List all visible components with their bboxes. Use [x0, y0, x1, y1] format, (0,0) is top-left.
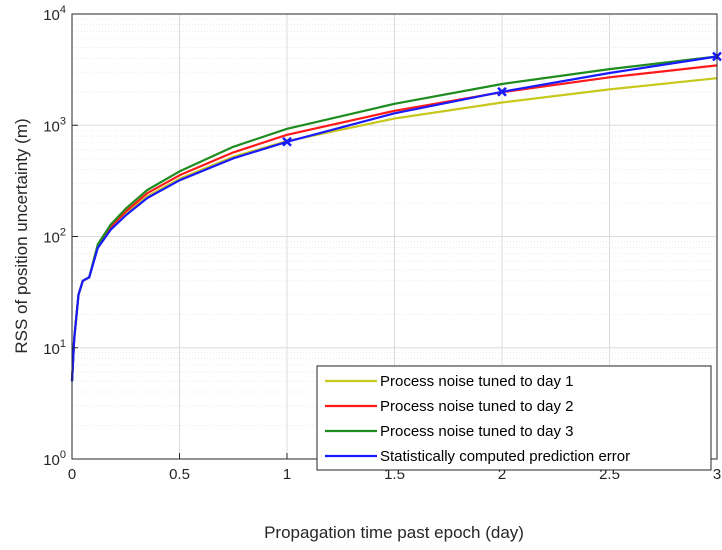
y-tick-exponent: 3 — [60, 115, 66, 127]
y-axis-label: RSS of position uncertainty (m) — [12, 118, 31, 353]
x-tick-label: 1 — [283, 466, 291, 483]
y-tick-exponent: 4 — [60, 4, 66, 16]
legend-box — [316, 365, 712, 471]
y-tick-label: 103 — [43, 115, 66, 135]
legend-entry: Process noise tuned to day 3 — [380, 423, 573, 440]
x-ticks: 0 0.5 1 1.5 2 2.5 3 — [68, 453, 721, 483]
y-tick-exponent: 1 — [60, 338, 66, 350]
y-tick-exponent: 2 — [60, 227, 66, 239]
y-tick-base: 10 — [43, 118, 60, 135]
x-axis-label: Propagation time past epoch (day) — [264, 523, 524, 542]
legend-entry: Process noise tuned to day 2 — [380, 398, 573, 415]
y-tick-base: 10 — [43, 341, 60, 358]
series-line-4 — [70, 55, 718, 382]
x-tick-label: 0.5 — [169, 466, 190, 483]
series-marker — [497, 86, 507, 97]
y-tick-label: 100 — [43, 449, 66, 469]
y-tick-label: 102 — [43, 227, 66, 247]
y-tick-base: 10 — [43, 230, 60, 247]
y-tick-exponent: 0 — [60, 449, 66, 461]
x-tick-label: 2 — [498, 466, 506, 483]
series-marker — [282, 136, 292, 147]
x-tick-label: 3 — [713, 466, 721, 483]
y-tick-base: 10 — [43, 7, 60, 24]
legend-entry: Process noise tuned to day 1 — [380, 373, 573, 390]
legend-entry: Statistically computed prediction error — [380, 448, 630, 465]
x-tick-label: 0 — [68, 466, 76, 483]
series-layer — [70, 51, 722, 382]
y-tick-label: 101 — [43, 338, 66, 358]
y-tick-base: 10 — [43, 452, 60, 469]
y-tick-label: 104 — [43, 4, 66, 24]
legend: Process noise tuned to day 1 Process nois… — [316, 365, 712, 471]
